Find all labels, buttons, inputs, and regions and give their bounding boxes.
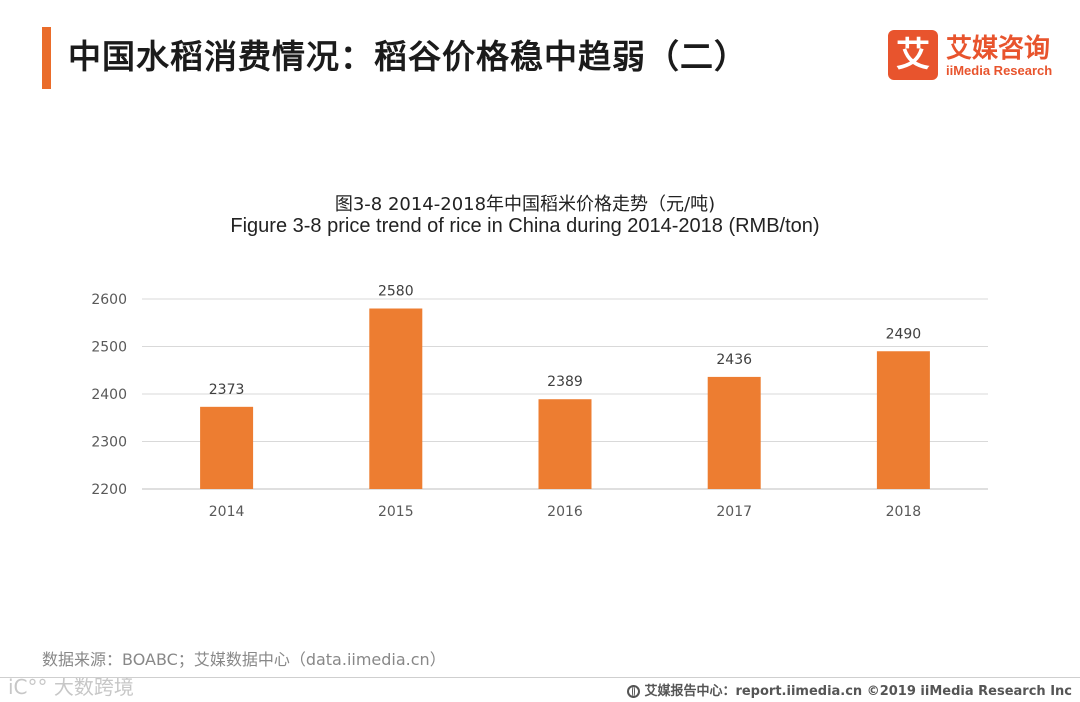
footer-divider (0, 677, 1080, 678)
bar (707, 376, 761, 489)
footer-credit-text: 艾媒报告中心：report.iimedia.cn ©2019 iiMedia R… (644, 684, 1072, 699)
chart-title: 图3-8 2014-2018年中国稻米价格走势（元/吨) (334, 194, 716, 215)
y-tick-label: 2500 (91, 340, 127, 356)
y-tick-label: 2300 (91, 435, 127, 451)
globe-icon (627, 685, 641, 698)
footer-credit: 艾媒报告中心：report.iimedia.cn ©2019 iiMedia R… (627, 680, 1072, 699)
bar (200, 406, 254, 489)
title-accent-bar (42, 27, 51, 89)
x-tick-label: 2018 (886, 504, 922, 520)
page-title: 中国水稻消费情况：稻谷价格稳中趋弱（二） (68, 37, 748, 76)
data-label: 2490 (886, 326, 922, 342)
data-label: 2373 (209, 382, 245, 398)
bar (538, 399, 592, 489)
x-tick-label: 2016 (547, 504, 583, 520)
data-source-note: 数据来源：BOABC；艾媒数据中心（data.iimedia.cn） (42, 650, 446, 669)
x-tick-label: 2015 (378, 504, 414, 520)
iimedia-logo: 艾 艾媒咨询 iiMedia Research (888, 30, 1058, 82)
y-tick-label: 2200 (91, 482, 127, 498)
logo-english-text: iiMedia Research (946, 63, 1053, 78)
bar (369, 308, 423, 489)
bar (876, 351, 930, 489)
chart-subtitle: Figure 3-8 price trend of rice in China … (230, 215, 820, 237)
y-tick-label: 2600 (91, 292, 127, 308)
logo-chinese-text: 艾媒咨询 (946, 34, 1051, 64)
x-tick-label: 2014 (209, 504, 245, 520)
data-label: 2389 (547, 374, 583, 390)
y-tick-label: 2400 (91, 387, 127, 403)
x-tick-label: 2017 (716, 504, 752, 520)
logo-mark-icon: 艾 (888, 30, 938, 80)
data-label: 2580 (378, 284, 414, 300)
watermark: iC°° 大数跨境 (8, 675, 134, 699)
data-label: 2436 (716, 352, 752, 368)
